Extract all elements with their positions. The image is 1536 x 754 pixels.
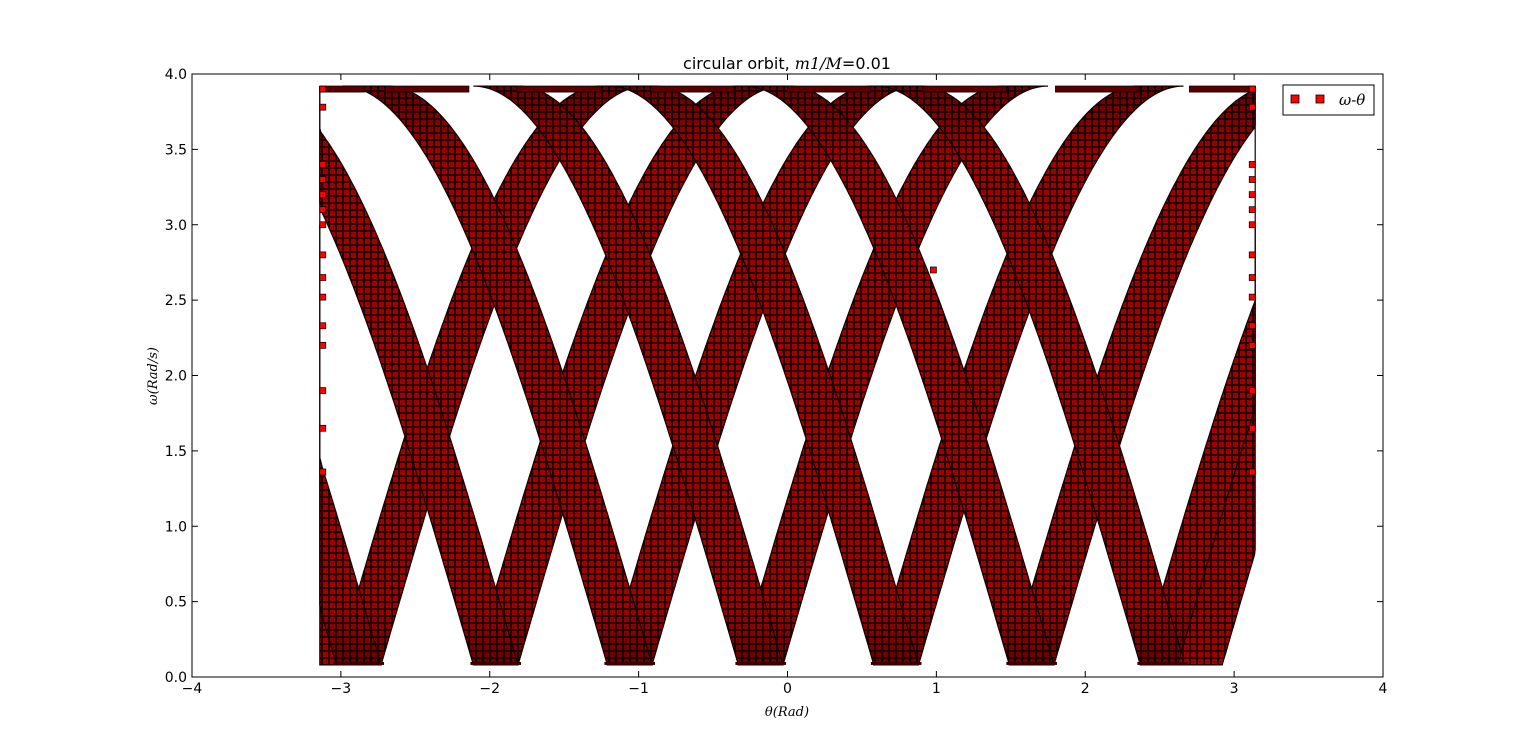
data-band-shade bbox=[608, 86, 919, 665]
data-point bbox=[1248, 206, 1256, 214]
data-point bbox=[1248, 221, 1256, 229]
legend: ω-θ bbox=[1282, 84, 1375, 116]
data-band-shade bbox=[473, 86, 783, 665]
data-band-shade bbox=[875, 86, 1185, 665]
data-point bbox=[319, 424, 327, 432]
y-tick-label: 1.0 bbox=[165, 519, 187, 535]
x-tick-label: 2 bbox=[1081, 681, 1090, 697]
data-point bbox=[319, 176, 327, 183]
x-axis-label: θ(Rad) bbox=[765, 705, 809, 720]
y-tick-label: 0.0 bbox=[165, 670, 187, 686]
data-band-shade bbox=[744, 86, 1054, 665]
y-tick-label: 3.0 bbox=[165, 218, 187, 234]
data-point bbox=[319, 293, 327, 301]
y-tick-label: 2.0 bbox=[165, 369, 187, 385]
data-top-plateau bbox=[1055, 85, 1140, 93]
data-band-shade bbox=[319, 86, 518, 665]
data-band-shade bbox=[336, 86, 647, 665]
data-band-shade bbox=[319, 86, 382, 665]
data-top-plateau bbox=[1189, 85, 1256, 93]
data-point bbox=[319, 191, 327, 198]
plot-area bbox=[319, 85, 1256, 666]
data-top-plateau bbox=[787, 85, 872, 93]
data-bottom-cap bbox=[870, 661, 922, 665]
data-point bbox=[1248, 322, 1256, 330]
data-bottom-cap bbox=[735, 661, 787, 665]
data-point bbox=[930, 266, 937, 274]
legend-marker-2 bbox=[1315, 94, 1325, 104]
y-axis-label: ω(Rad/s) bbox=[146, 347, 161, 405]
y-tick-label: 1.5 bbox=[165, 444, 187, 460]
data-bottom-cap bbox=[333, 661, 385, 665]
data-point bbox=[1248, 161, 1256, 168]
legend-label: ω-θ bbox=[1339, 91, 1365, 109]
data-bottom-cap bbox=[1006, 661, 1057, 665]
data-point bbox=[1248, 176, 1256, 183]
data-top-plateau bbox=[319, 85, 366, 93]
y-tick-label: 2.5 bbox=[165, 293, 187, 309]
data-point bbox=[319, 103, 327, 111]
data-point bbox=[1248, 387, 1256, 394]
data-point bbox=[1248, 424, 1256, 432]
data-band-shade bbox=[342, 86, 652, 665]
data-point bbox=[319, 387, 327, 394]
x-tick-label: −2 bbox=[479, 681, 500, 697]
data-bottom-cap bbox=[470, 661, 522, 665]
data-point bbox=[1248, 274, 1256, 281]
data-point bbox=[319, 342, 327, 349]
x-tick-label: −1 bbox=[628, 681, 649, 697]
data-top-plateau bbox=[922, 85, 1007, 93]
x-tick-label: −3 bbox=[331, 681, 352, 697]
y-tick-label: 4.0 bbox=[165, 67, 187, 83]
data-point bbox=[1248, 85, 1256, 93]
x-tick-label: 1 bbox=[932, 681, 941, 697]
data-band-shade bbox=[473, 86, 783, 665]
chart-title: circular orbit, m1/M=0.01 bbox=[683, 54, 891, 73]
data-point bbox=[319, 468, 327, 476]
data-point bbox=[319, 322, 327, 330]
data-point bbox=[319, 251, 327, 259]
data-band-shade bbox=[873, 86, 1184, 665]
data-point bbox=[1248, 468, 1256, 476]
data-point bbox=[319, 206, 327, 214]
y-tick-label: 0.5 bbox=[165, 595, 187, 611]
data-point bbox=[1248, 191, 1256, 198]
y-axis: 0.0 0.5 1.0 1.5 2.0 2.5 3.0 3.5 4.0 bbox=[165, 67, 1383, 686]
data-point bbox=[319, 85, 327, 93]
x-tick-label: −4 bbox=[182, 681, 203, 697]
data-point bbox=[1248, 103, 1256, 111]
data-point bbox=[1248, 342, 1256, 349]
data-band-shade bbox=[1009, 86, 1256, 665]
data-band-shade bbox=[738, 86, 1048, 665]
data-bottom-cap bbox=[1137, 661, 1188, 665]
data-point bbox=[319, 221, 327, 229]
data-point bbox=[319, 161, 327, 168]
x-tick-label: 4 bbox=[1379, 681, 1388, 697]
data-top-plateau bbox=[385, 85, 470, 93]
x-tick-label: 0 bbox=[783, 681, 792, 697]
data-top-plateau bbox=[516, 85, 601, 93]
data-bottom-cap bbox=[604, 661, 656, 665]
data-top-plateau bbox=[650, 85, 735, 93]
data-point bbox=[1248, 293, 1256, 301]
y-tick-label: 3.5 bbox=[165, 142, 187, 158]
x-tick-label: 3 bbox=[1230, 681, 1239, 697]
legend-marker-1 bbox=[1290, 94, 1300, 104]
data-point bbox=[319, 274, 327, 281]
data-point bbox=[1248, 251, 1256, 259]
x-axis: −4 −3 −2 −1 0 1 2 3 4 bbox=[182, 74, 1388, 697]
data-band-shade bbox=[607, 86, 917, 665]
